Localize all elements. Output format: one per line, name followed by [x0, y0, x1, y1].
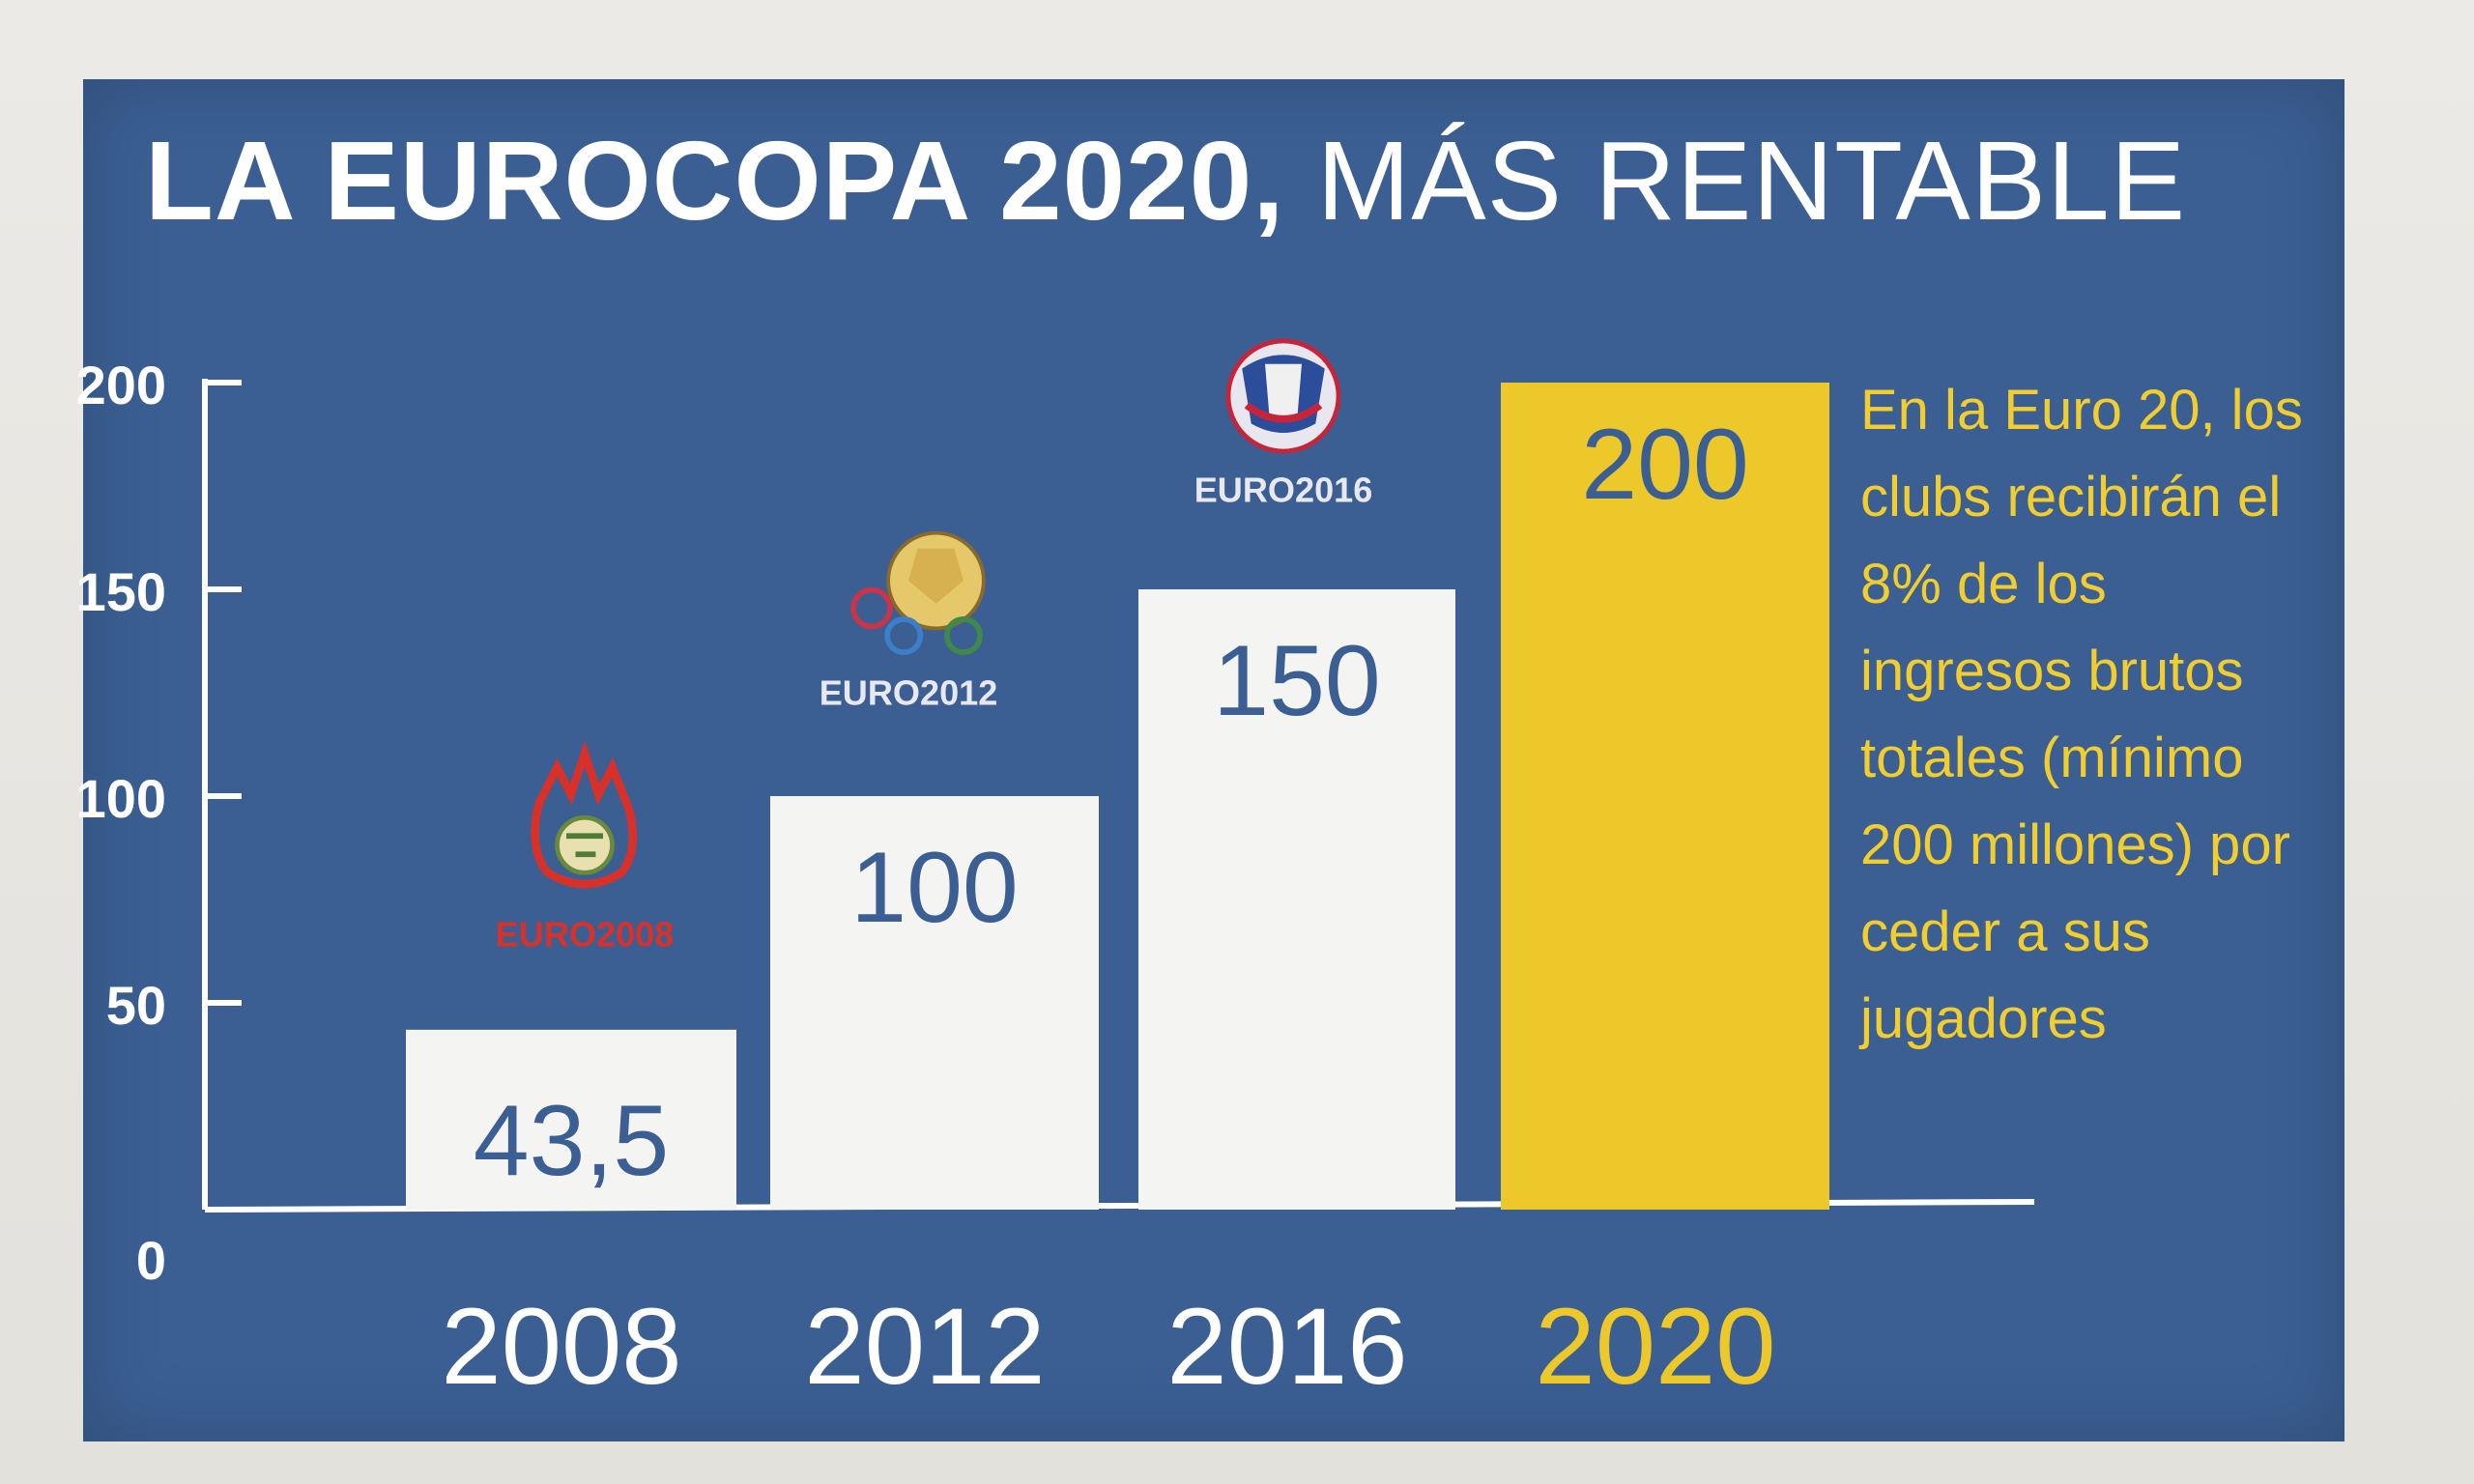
flower-green: [944, 616, 983, 655]
y-tick-label: 50: [106, 975, 166, 1036]
flower-red: [850, 586, 893, 630]
x-tick-label: 2012: [804, 1286, 1045, 1407]
flame-shape: [531, 740, 638, 889]
bar-value-label: 150: [1213, 625, 1381, 737]
x-tick-label: 2016: [1166, 1286, 1407, 1407]
chart-title-light: MÁS RENTABLE: [1316, 118, 2187, 243]
tournament-logo-text: EURO2008: [496, 914, 675, 954]
annotation-note: En la Euro 20, los clubs recibirán el 8%…: [1860, 379, 2303, 1050]
bar-2008: [406, 1029, 736, 1210]
bar-2020: [1501, 383, 1829, 1210]
tournament-logo-icon: EURO2008: [496, 740, 675, 954]
tournament-logo-icon: EURO2012: [820, 530, 998, 712]
bar-value-label: 43,5: [474, 1085, 669, 1197]
bar-value-label: 100: [850, 832, 1019, 944]
y-tick-label: 150: [76, 561, 166, 622]
y-tick-label: 0: [136, 1230, 166, 1291]
y-tick-label: 200: [76, 355, 166, 415]
bar-2012: [770, 796, 1099, 1210]
chart-title-bold: LA EUROCOPA 2020,: [145, 118, 1285, 243]
trophy-white: [1265, 363, 1302, 419]
x-tick-label: 2008: [441, 1286, 681, 1407]
tournament-logo-text: EURO2012: [820, 672, 998, 712]
ball-shape: [555, 814, 615, 875]
tournament-logo-text: EURO2016: [1194, 470, 1373, 509]
bar-2016: [1138, 589, 1455, 1210]
x-tick-label: 2020: [1535, 1286, 1775, 1407]
flower-blue: [884, 616, 924, 655]
ball-pattern: [565, 833, 604, 858]
y-tick-label: 100: [76, 768, 166, 829]
tournament-logo-icon: EURO2016: [1194, 338, 1373, 509]
bar-value-label: 200: [1581, 409, 1749, 521]
chart-title: LA EUROCOPA 2020, MÁS RENTABLE: [145, 116, 2186, 245]
trophy-red: [1244, 402, 1323, 423]
ball-pattern: [908, 548, 964, 604]
